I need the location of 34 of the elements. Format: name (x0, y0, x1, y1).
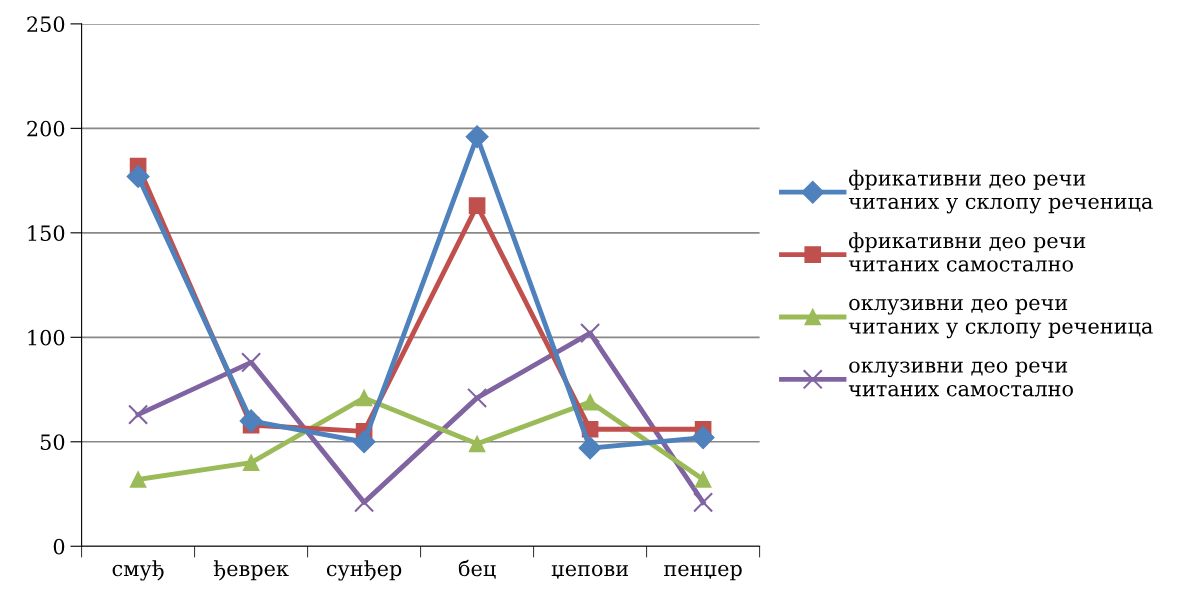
legend-label: оклузивни део речи читаних у склопу реченица (848, 298, 1153, 339)
x-tick-label: ђеврек (213, 560, 289, 581)
point (465, 125, 489, 149)
point (129, 471, 147, 488)
point (352, 430, 376, 454)
legend-label: фрикативни део речи читаних самостално (848, 232, 1086, 272)
point (691, 426, 715, 450)
y-tick-label: 100 (28, 329, 65, 346)
point (354, 492, 375, 513)
point (693, 492, 714, 513)
point (581, 393, 599, 411)
point (128, 404, 149, 425)
point (239, 409, 263, 433)
x-tick-label: пенџер (664, 564, 742, 581)
point (126, 164, 150, 188)
y-tick-label: 0 (53, 538, 65, 555)
y-tick-label: 200 (27, 120, 65, 137)
point (242, 454, 260, 472)
x-tick-label: смуђ (112, 560, 164, 581)
x-tick-label: џепови (551, 564, 629, 579)
legend-label: оклузивни део речи читаних самостално (848, 361, 1073, 397)
point (241, 352, 262, 373)
x-tick-label: бец (458, 559, 496, 579)
point (578, 436, 602, 460)
point (468, 197, 486, 215)
point (580, 323, 601, 344)
point (467, 387, 488, 408)
x-tick-label: сунђер (326, 560, 402, 581)
point (468, 435, 486, 453)
y-tick-label: 250 (27, 16, 65, 33)
point (694, 471, 712, 488)
y-tick-label: 50 (40, 434, 65, 450)
y-tick-label: 150 (28, 225, 65, 242)
point (355, 389, 373, 407)
